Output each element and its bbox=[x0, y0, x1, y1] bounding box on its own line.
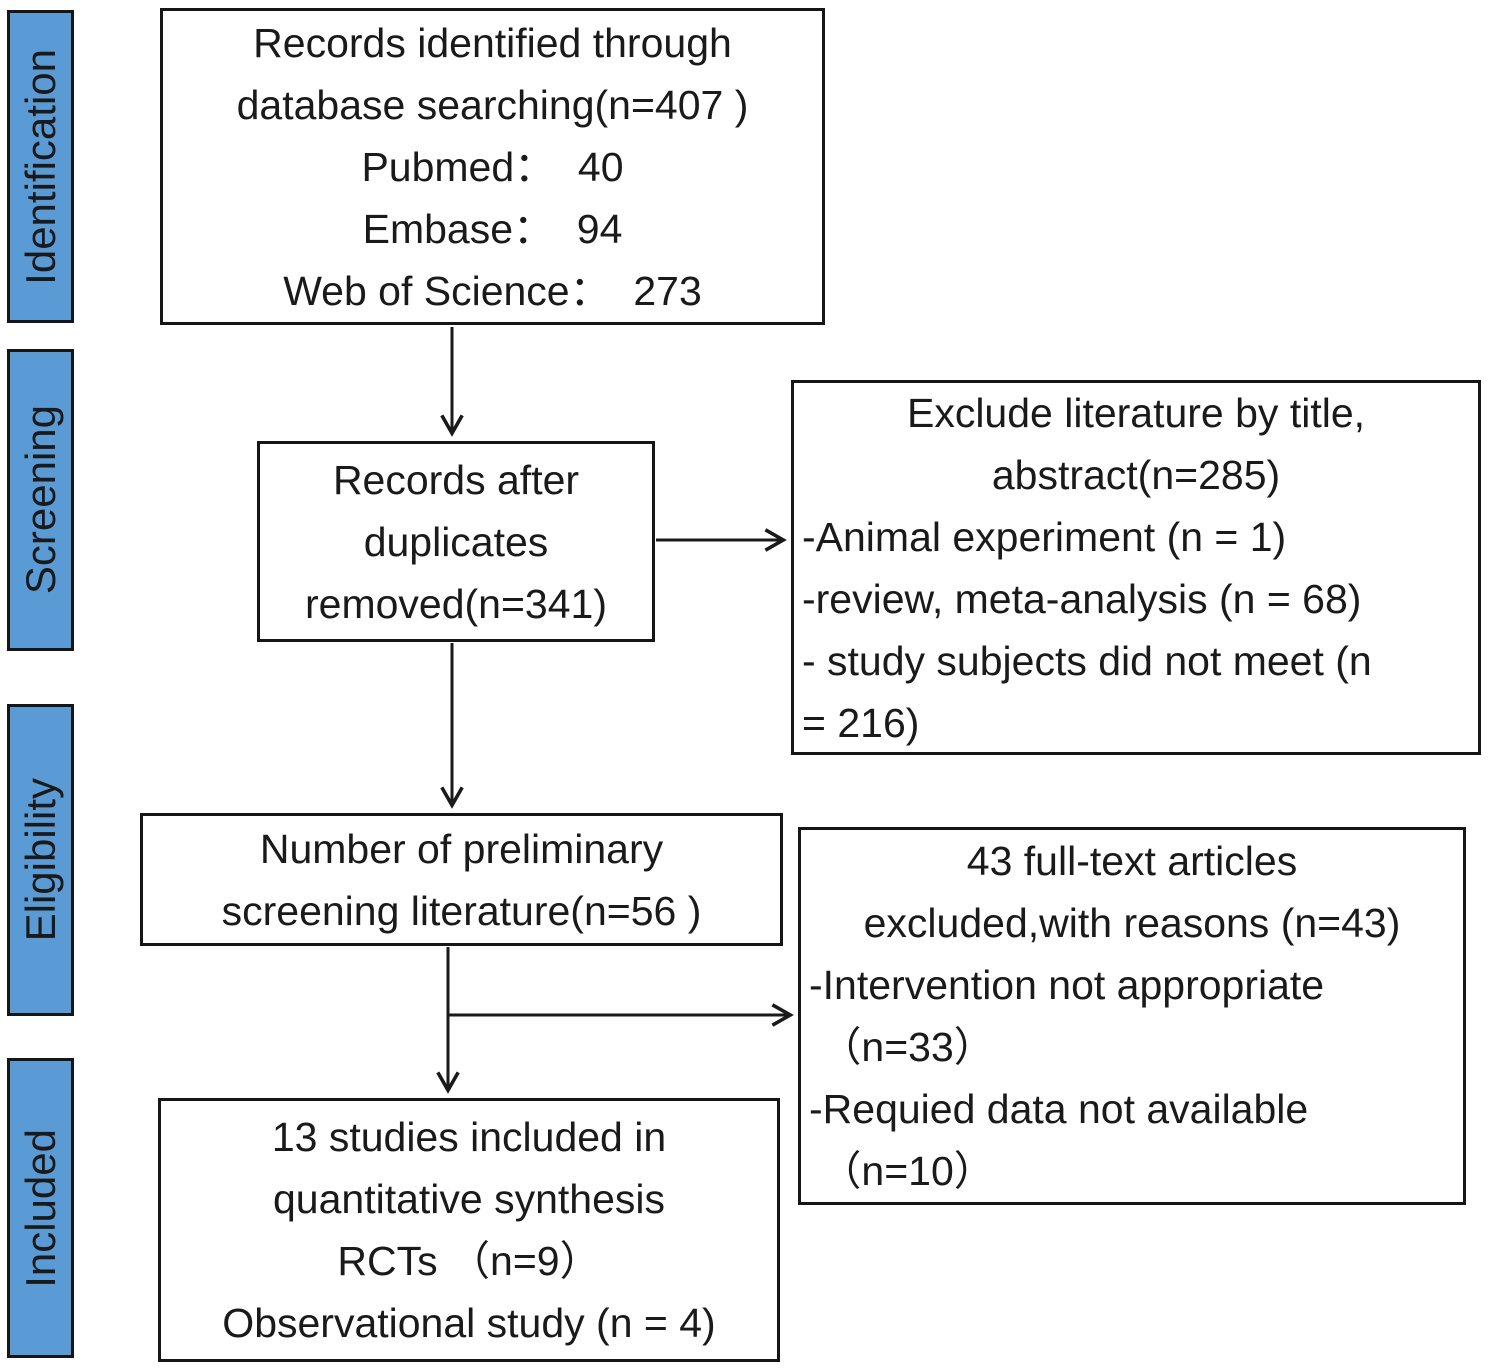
box-line: -Intervention not appropriate bbox=[809, 962, 1325, 1008]
box-line: RCTs （n=9） bbox=[337, 1238, 601, 1284]
box-line: -Requied data not available bbox=[809, 1086, 1309, 1132]
box-excluded-title-abstract: Exclude literature by title, abstract(n=… bbox=[791, 380, 1481, 755]
stage-label-screening: Screening bbox=[16, 405, 64, 595]
box-included-studies: 13 studies included in quantitative synt… bbox=[158, 1098, 780, 1362]
box-line: Records identified through bbox=[253, 19, 732, 66]
box-line: Observational study (n = 4) bbox=[222, 1300, 716, 1346]
box-line: -Animal experiment (n = 1) bbox=[802, 513, 1287, 560]
box-line: Number of preliminary bbox=[259, 825, 664, 872]
box-line: Exclude literature by title, bbox=[906, 389, 1366, 436]
box-line: removed(n=341) bbox=[305, 580, 607, 627]
stage-screening: Screening bbox=[7, 349, 74, 651]
box-line: quantitative synthesis bbox=[272, 1176, 665, 1222]
box-line: Records after bbox=[332, 456, 580, 503]
stage-label-eligibility: Eligibility bbox=[16, 778, 64, 942]
box-line: 13 studies included in bbox=[271, 1114, 667, 1160]
box-line: Pubmed： 40 bbox=[361, 143, 624, 190]
box-line: 43 full-text articles bbox=[966, 838, 1298, 884]
box-line: database searching(n=407 ) bbox=[236, 81, 749, 128]
box-fulltext-excluded: 43 full-text articles excluded,with reas… bbox=[798, 827, 1466, 1205]
box-line: （n=10） bbox=[809, 1148, 995, 1194]
box-line: excluded,with reasons (n=43) bbox=[863, 900, 1401, 946]
box-line: Embase： 94 bbox=[362, 205, 623, 252]
stage-eligibility: Eligibility bbox=[7, 704, 74, 1016]
box-line: screening literature(n=56 ) bbox=[221, 887, 702, 934]
stage-included: Included bbox=[7, 1058, 74, 1358]
stage-identification: Identification bbox=[7, 10, 74, 323]
box-records-identified: Records identified through database sear… bbox=[160, 8, 825, 325]
box-line: -review, meta-analysis (n = 68) bbox=[802, 575, 1362, 622]
box-line: （n=33） bbox=[809, 1024, 995, 1070]
box-line: abstract(n=285) bbox=[991, 451, 1281, 498]
box-line: = 216) bbox=[802, 699, 920, 746]
box-after-duplicates: Records after duplicates removed(n=341) bbox=[257, 441, 655, 642]
box-preliminary-screening: Number of preliminary screening literatu… bbox=[140, 813, 783, 946]
box-line: duplicates bbox=[363, 518, 549, 565]
box-line: Web of Science： 273 bbox=[283, 267, 702, 314]
stage-label-identification: Identification bbox=[16, 48, 64, 285]
box-line: - study subjects did not meet (n bbox=[802, 637, 1372, 684]
stage-label-included: Included bbox=[16, 1128, 64, 1288]
